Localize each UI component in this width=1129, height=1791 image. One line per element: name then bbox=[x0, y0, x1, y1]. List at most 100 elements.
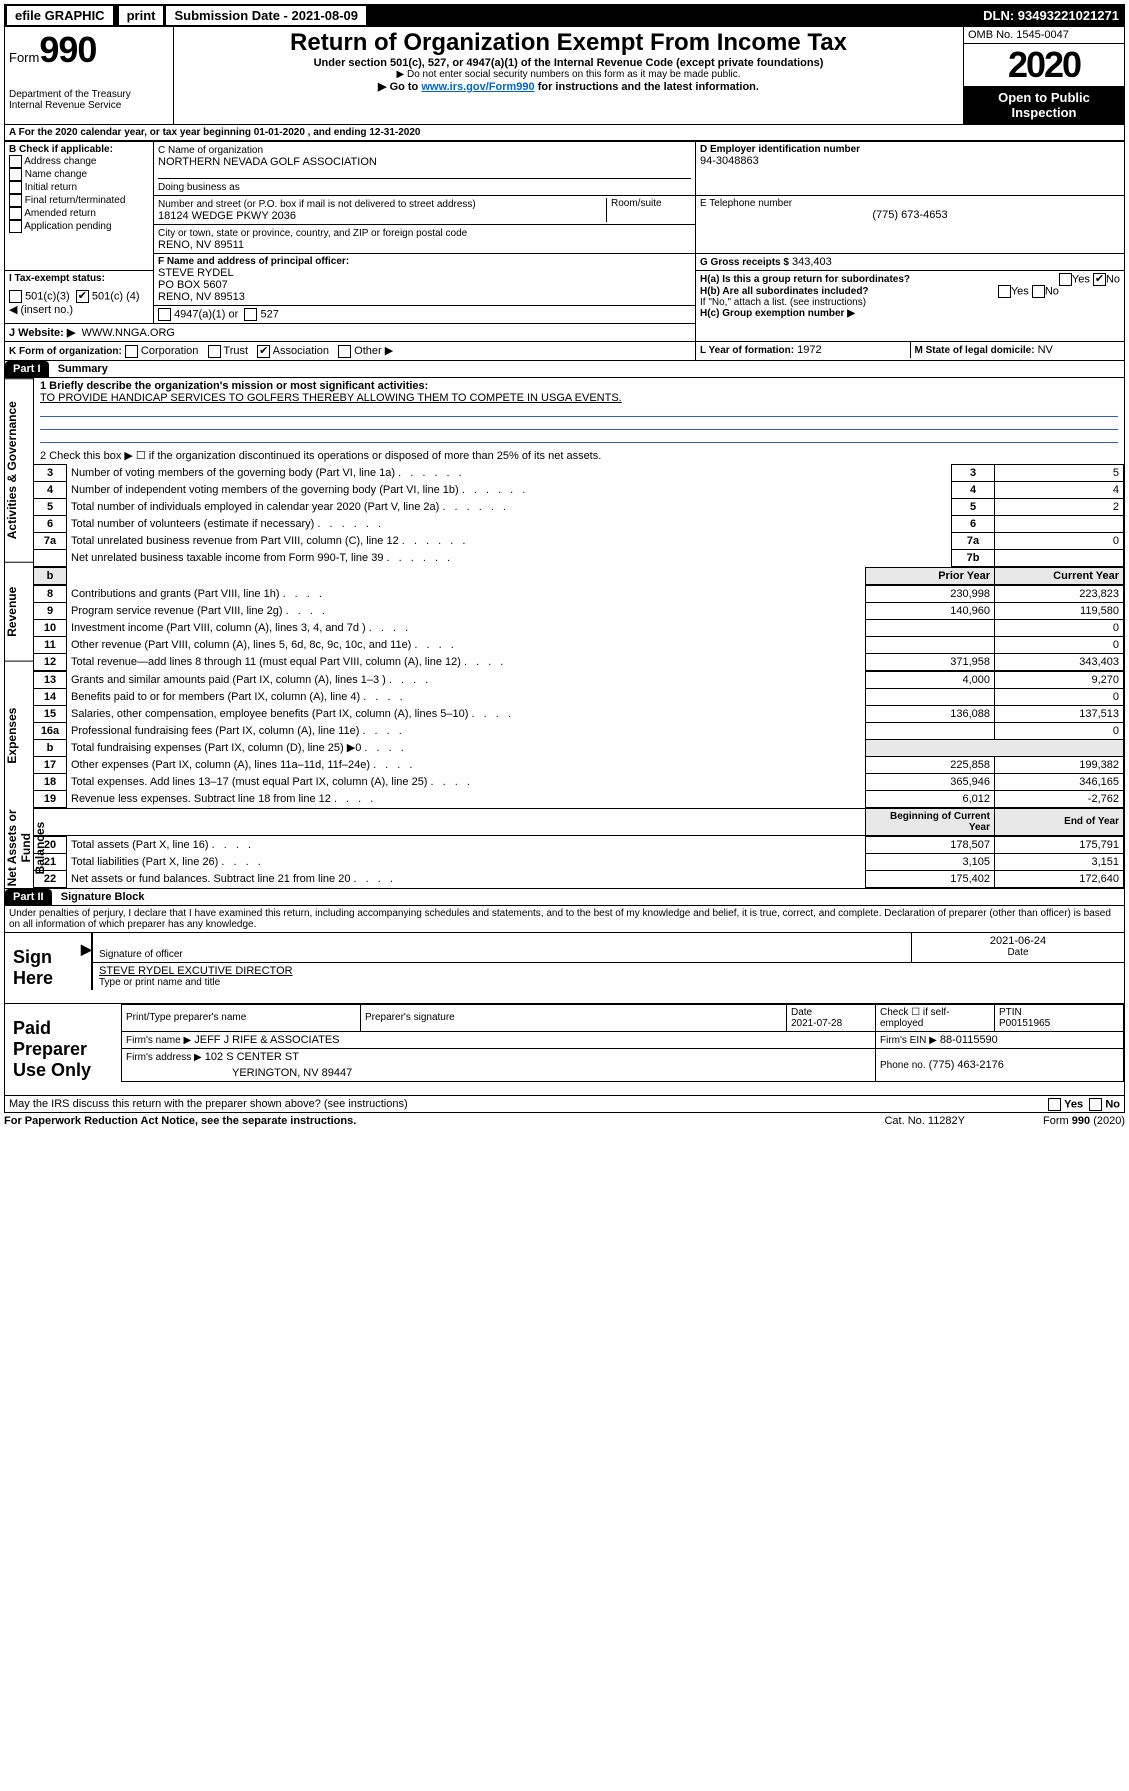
form-subtitle: Under section 501(c), 527, or 4947(a)(1)… bbox=[178, 57, 959, 69]
discuss-no-cbx[interactable] bbox=[1089, 1098, 1102, 1111]
opt-527: 527 bbox=[260, 308, 278, 320]
row-text: Total fundraising expenses (Part IX, col… bbox=[67, 739, 866, 756]
row-num: 12 bbox=[34, 653, 67, 670]
box-b-cbx-4[interactable] bbox=[9, 207, 22, 220]
curr-val: 0 bbox=[995, 688, 1124, 705]
row-num: b bbox=[34, 739, 67, 756]
date-label: Date bbox=[918, 947, 1118, 958]
row-num: 17 bbox=[34, 756, 67, 773]
discuss-yes: Yes bbox=[1064, 1098, 1083, 1110]
pp-self-employed: Check ☐ if self-employed bbox=[876, 1004, 995, 1031]
row-text: Total liabilities (Part X, line 26) . . … bbox=[67, 853, 866, 870]
prior-val: 225,858 bbox=[866, 756, 995, 773]
checkbox-501c[interactable]: ✔ bbox=[76, 290, 89, 303]
hb-yes-cbx[interactable] bbox=[998, 285, 1011, 298]
curr-val: 0 bbox=[995, 636, 1124, 653]
dln-label: DLN: 93493221021271 bbox=[983, 8, 1125, 23]
open-public: Open to Public Inspection bbox=[964, 86, 1124, 124]
row-val bbox=[995, 549, 1124, 566]
row-text: Professional fundraising fees (Part IX, … bbox=[67, 722, 866, 739]
prior-val: 371,958 bbox=[866, 653, 995, 670]
row-text: Grants and similar amounts paid (Part IX… bbox=[67, 671, 866, 688]
row-num: 5 bbox=[34, 498, 67, 515]
ha-no-cbx[interactable]: ✔ bbox=[1093, 273, 1106, 286]
firm-addr1: 102 S CENTER ST bbox=[205, 1051, 299, 1063]
row-text: Number of independent voting members of … bbox=[67, 481, 952, 498]
ha-yes-cbx[interactable] bbox=[1059, 273, 1072, 286]
form-header: Form990 Department of the Treasury Inter… bbox=[4, 26, 1125, 125]
box-k-cbx-0[interactable] bbox=[125, 345, 138, 358]
footer-pra: For Paperwork Reduction Act Notice, see … bbox=[4, 1115, 884, 1127]
firm-ein-label: Firm's EIN ▶ bbox=[880, 1035, 937, 1046]
dba-label: Doing business as bbox=[158, 182, 240, 193]
checkbox-501c3[interactable] bbox=[9, 290, 22, 303]
box-k-label: K Form of organization: bbox=[9, 346, 122, 357]
box-e-label: E Telephone number bbox=[700, 198, 1120, 209]
ha-label: H(a) Is this a group return for subordin… bbox=[700, 274, 910, 285]
box-b-cbx-0[interactable] bbox=[9, 155, 22, 168]
side-revenue: Revenue bbox=[5, 562, 33, 661]
prior-val bbox=[866, 619, 995, 636]
prior-val: 230,998 bbox=[866, 585, 995, 602]
curr-val: 0 bbox=[995, 722, 1124, 739]
row-num: 16a bbox=[34, 722, 67, 739]
hb-no-cbx[interactable] bbox=[1032, 285, 1045, 298]
firm-addr2: YERINGTON, NV 89447 bbox=[122, 1065, 876, 1082]
footer-cat: Cat. No. 11282Y bbox=[884, 1115, 965, 1127]
row-num: 4 bbox=[34, 481, 67, 498]
box-b-cbx-3[interactable] bbox=[9, 194, 22, 207]
submission-date: Submission Date - 2021-08-09 bbox=[166, 6, 366, 25]
discuss-yes-cbx[interactable] bbox=[1048, 1098, 1061, 1111]
city-value: RENO, NV 89511 bbox=[158, 239, 244, 251]
year-formation: 1972 bbox=[797, 344, 821, 356]
row-text: Total expenses. Add lines 13–17 (must eq… bbox=[67, 773, 866, 790]
irs-link[interactable]: www.irs.gov/Form990 bbox=[421, 81, 534, 93]
box-k-cbx-3[interactable] bbox=[338, 345, 351, 358]
checkbox-527[interactable] bbox=[244, 308, 257, 321]
row-text: Program service revenue (Part VIII, line… bbox=[67, 602, 866, 619]
curr-val: 199,382 bbox=[995, 756, 1124, 773]
print-button[interactable]: print bbox=[118, 5, 165, 26]
prior-val: 4,000 bbox=[866, 671, 995, 688]
form-no: 990 bbox=[39, 29, 96, 70]
hb-no: No bbox=[1045, 285, 1059, 297]
checkbox-4947[interactable] bbox=[158, 308, 171, 321]
side-expenses: Expenses bbox=[5, 661, 33, 809]
part2-title: Signature Block bbox=[61, 891, 145, 903]
discuss-row: May the IRS discuss this return with the… bbox=[4, 1096, 1125, 1113]
side-netassets: Net Assets or Fund Balances bbox=[5, 808, 33, 887]
hdr2-curr: End of Year bbox=[995, 808, 1124, 835]
row-numcol: 6 bbox=[952, 515, 995, 532]
omb-no: OMB No. 1545-0047 bbox=[964, 27, 1124, 44]
box-f-label: F Name and address of principal officer: bbox=[158, 256, 691, 267]
curr-val: 172,640 bbox=[995, 870, 1124, 887]
prior-val: 365,946 bbox=[866, 773, 995, 790]
discuss-text: May the IRS discuss this return with the… bbox=[9, 1098, 408, 1110]
efile-label: efile GRAPHIC bbox=[6, 5, 114, 26]
row-num: 3 bbox=[34, 464, 67, 481]
row-text: Net unrelated business taxable income fr… bbox=[67, 549, 952, 566]
goto-pre: ▶ Go to bbox=[378, 81, 421, 93]
row-numcol: 7a bbox=[952, 532, 995, 549]
row-text: Total unrelated business revenue from Pa… bbox=[67, 532, 952, 549]
hdr2-prior: Beginning of Current Year bbox=[866, 808, 995, 835]
box-b-cbx-5[interactable] bbox=[9, 220, 22, 233]
box-k-cbx-2[interactable]: ✔ bbox=[257, 345, 270, 358]
ptin-label: PTIN bbox=[999, 1007, 1022, 1018]
box-b-cbx-2[interactable] bbox=[9, 181, 22, 194]
box-k-cbx-1[interactable] bbox=[208, 345, 221, 358]
officer-name-title: STEVE RYDEL EXCUTIVE DIRECTOR bbox=[99, 965, 1118, 977]
pp-date-label: Date bbox=[791, 1007, 812, 1018]
row-numcol: 7b bbox=[952, 549, 995, 566]
row-val: 0 bbox=[995, 532, 1124, 549]
row-num: 10 bbox=[34, 619, 67, 636]
box-l-label: L Year of formation: bbox=[700, 345, 794, 356]
hdr-curr: Current Year bbox=[995, 567, 1124, 584]
pp-date: 2021-07-28 bbox=[791, 1018, 842, 1029]
city-label: City or town, state or province, country… bbox=[158, 228, 467, 239]
box-b-cbx-1[interactable] bbox=[9, 168, 22, 181]
part1-header: Part I bbox=[5, 361, 49, 377]
box-g-label: G Gross receipts $ bbox=[700, 257, 789, 268]
row-num: 7a bbox=[34, 532, 67, 549]
line-a: A For the 2020 calendar year, or tax yea… bbox=[4, 125, 1125, 141]
